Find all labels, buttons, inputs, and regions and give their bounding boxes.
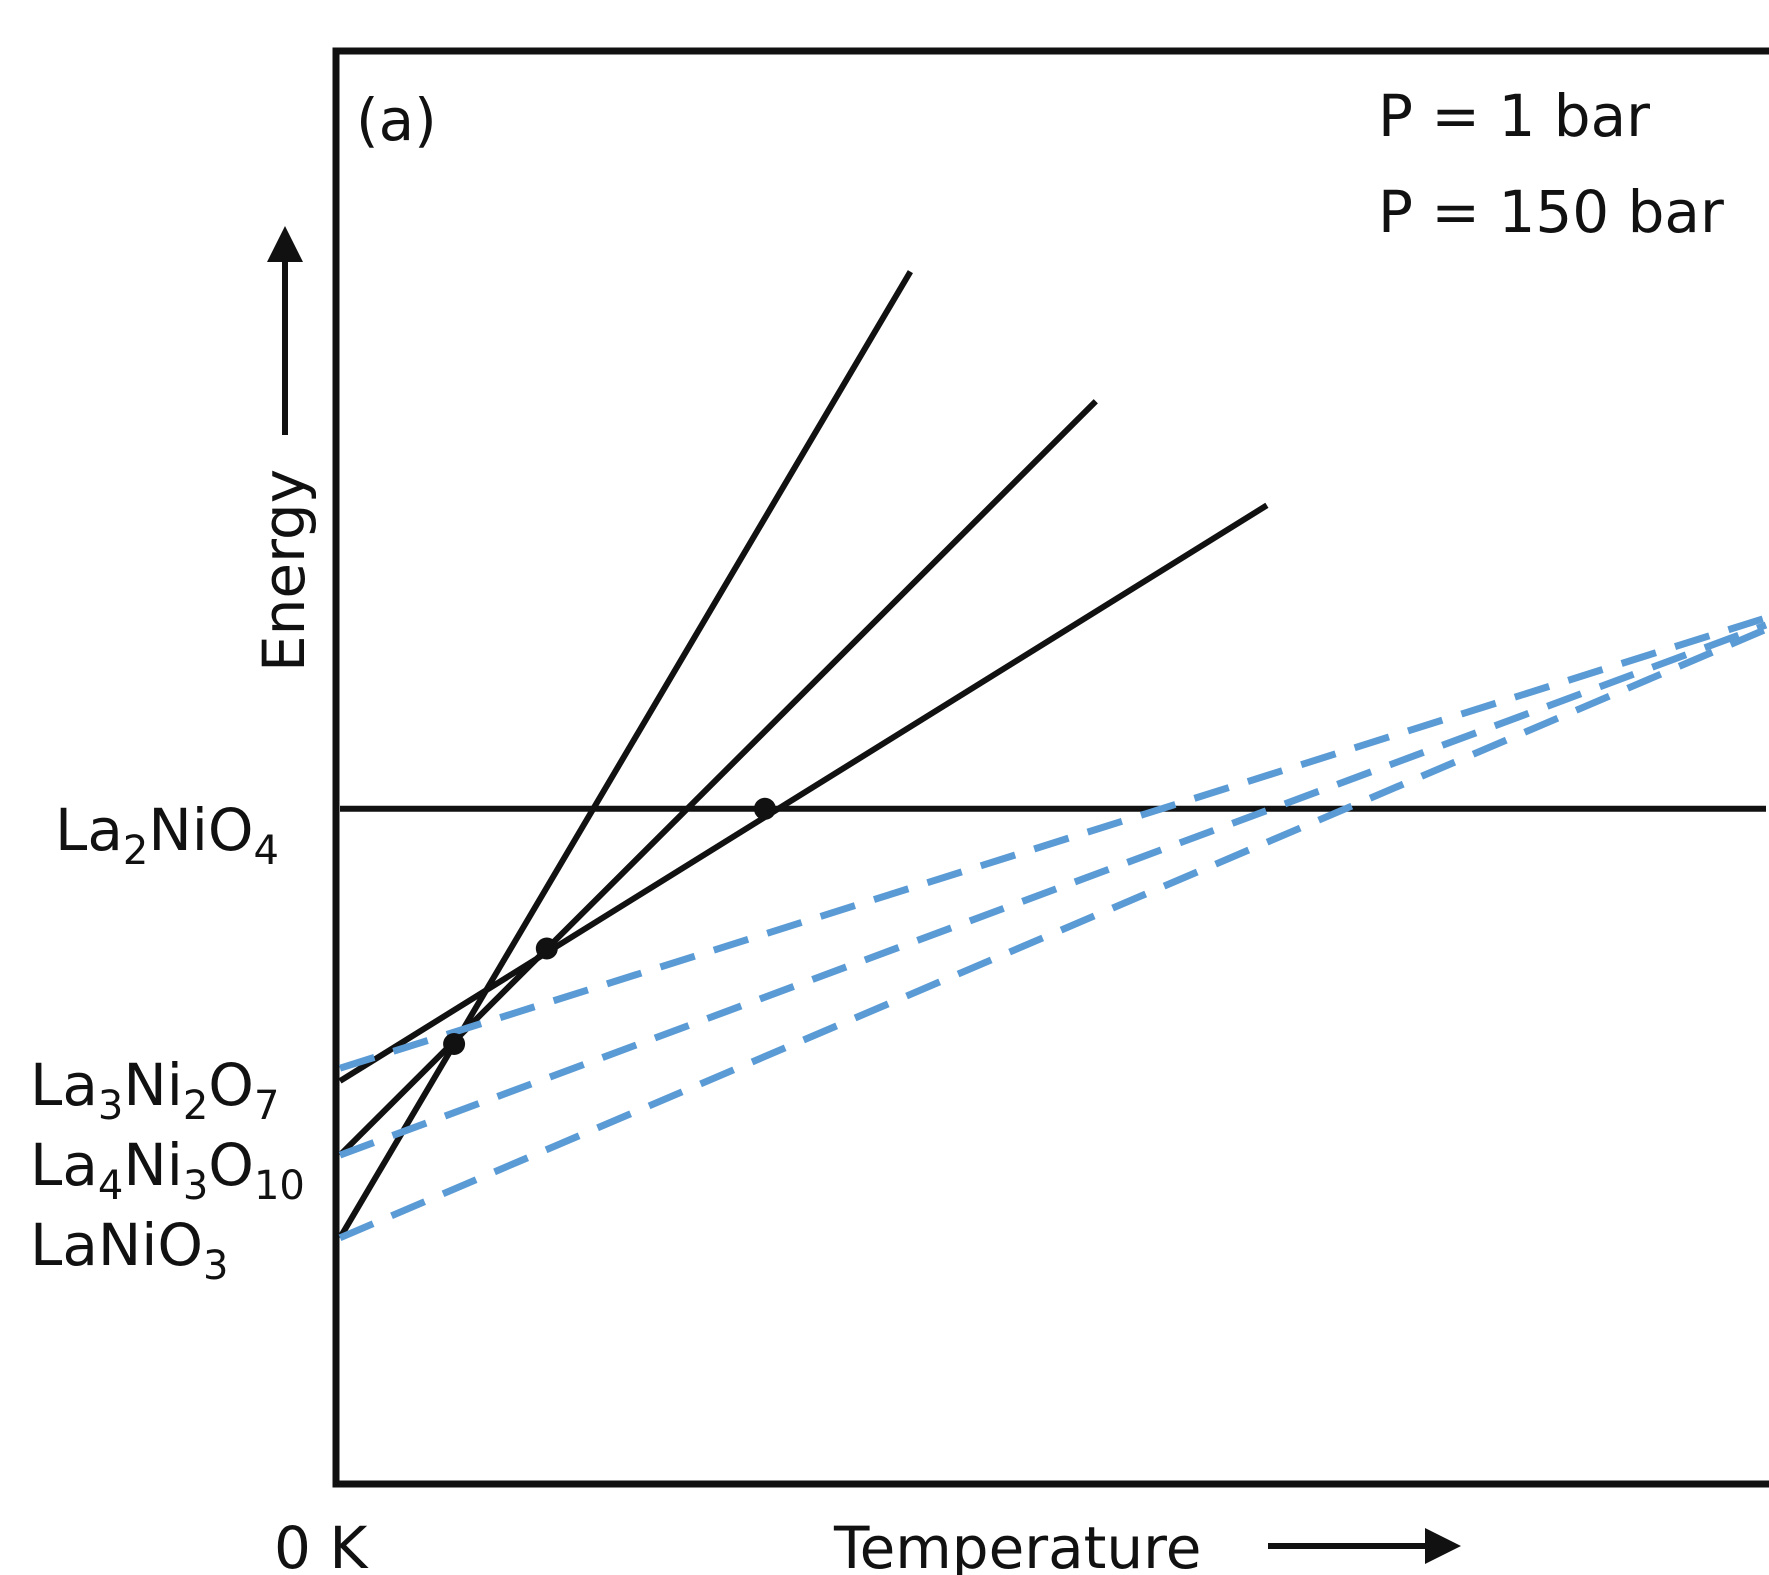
phase-label-lanio3: LaNiO3 [30,1211,228,1289]
series-line-la4ni3o10-150-bar [338,621,1768,1159]
plot-frame [332,47,1769,1488]
intersection-marker-1 [443,1033,466,1055]
y-axis-label: Energy [250,469,318,672]
series-layer [337,270,1768,1242]
series-line-la3ni2o7-150-bar [338,614,1768,1072]
series-line-la3ni2o7-1-bar [338,502,1269,1084]
panel-label: (a) [356,86,437,154]
intersection-marker-2 [535,937,558,960]
marker-layer [443,797,776,1055]
phase-label-la4ni3o10: La4Ni3O10 [30,1131,305,1209]
intersection-marker-3 [753,797,776,820]
legend-entry-150-bar: P = 150 bar [1378,178,1724,246]
phase-label-la3ni2o7: La3Ni2O7 [30,1051,279,1129]
x-axis-label: Temperature [833,1514,1201,1575]
series-line-lanio3-150-bar [338,626,1768,1242]
legend-entry-1-bar: P = 1 bar [1378,82,1650,150]
y-axis-label-group: Energy [250,226,318,672]
x-origin-label: 0 K [274,1514,369,1575]
x-axis-label-group: Temperature [833,1514,1461,1575]
phase-label-la2nio4: La2NiO4 [55,796,279,874]
series-line-lanio3-1-bar [337,270,913,1240]
